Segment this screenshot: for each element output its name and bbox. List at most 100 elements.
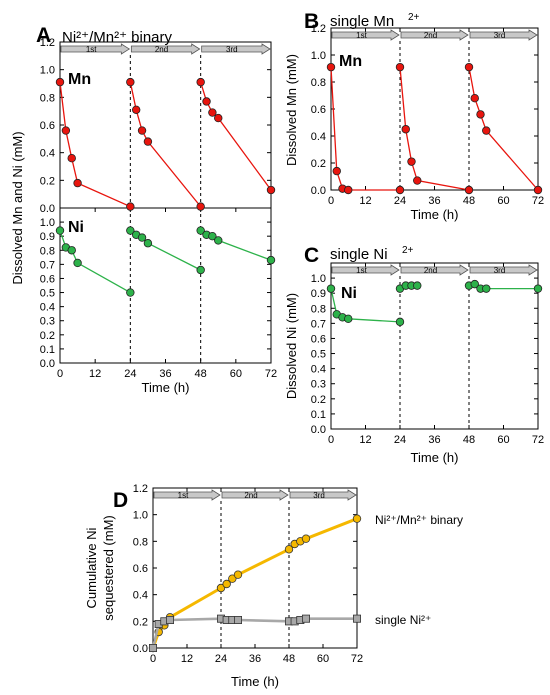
y-tick-label: 0.0 [133, 643, 148, 655]
y-tick-label: 1.0 [311, 50, 326, 62]
plot-frame [330, 262, 539, 430]
y-tick-label: 0.6 [40, 273, 55, 285]
stage-label: 2nd [424, 266, 437, 275]
data-line [468, 67, 539, 191]
x-tick-label: 48 [463, 195, 475, 207]
y-tick-label: 0.1 [311, 409, 326, 421]
data-point [407, 157, 416, 166]
stage-label: 1st [356, 266, 367, 275]
y-tick-label: 0.4 [311, 364, 326, 376]
x-axis-label: Time (h) [411, 207, 459, 222]
x-axis-label: Time (h) [411, 450, 459, 465]
x-tick-label: 0 [150, 653, 156, 665]
panel-title-superscript: 2+ [408, 12, 420, 23]
y-axis-label: Dissolved Mn (mM) [284, 54, 299, 166]
data-point [352, 614, 361, 623]
x-tick-label: 48 [283, 653, 295, 665]
y-tick-label: 0.2 [40, 330, 55, 342]
stage-arrow [469, 264, 538, 276]
y-axis-label: Dissolved Mn and Ni (mM) [10, 131, 25, 284]
series-label: single Ni²⁺ [375, 613, 431, 627]
data-point [533, 284, 543, 293]
data-point [395, 317, 405, 327]
data-point [395, 185, 405, 195]
stage-arrow [289, 489, 357, 501]
data-point [413, 281, 422, 290]
x-tick-label: 12 [89, 368, 101, 380]
x-tick-label: 72 [265, 368, 277, 380]
y-tick-label: 1.0 [40, 217, 55, 229]
data-point [61, 126, 71, 135]
panel-letter: D [113, 489, 128, 512]
x-tick-label: 36 [428, 434, 440, 446]
data-point [202, 97, 211, 106]
stage-arrow [469, 29, 538, 41]
stage-label: 2nd [244, 491, 257, 500]
data-point [464, 62, 474, 72]
data-point [332, 166, 341, 176]
data-point [137, 233, 147, 242]
data-point [233, 570, 243, 579]
y-tick-label: 0.6 [133, 563, 148, 575]
data-point [214, 113, 223, 123]
data-point [476, 110, 485, 119]
x-tick-label: 24 [124, 368, 136, 380]
y-tick-label: 0.1 [40, 344, 55, 356]
data-point [55, 226, 65, 235]
y-axis-label: sequestered (mM) [101, 515, 116, 620]
stage-arrow [201, 43, 271, 55]
data-point [470, 93, 479, 103]
stage-arrow [221, 489, 289, 501]
stage-label: 3rd [494, 31, 506, 40]
y-tick-label: 0.3 [311, 379, 326, 391]
data-point [143, 137, 153, 146]
data-point [344, 185, 353, 195]
data-point [126, 202, 135, 211]
x-tick-label: 48 [195, 368, 207, 380]
panel-title: Ni²⁺/Mn²⁺ binary [62, 29, 173, 46]
data-point [482, 126, 491, 135]
data-point [301, 614, 310, 623]
data-line [399, 67, 470, 191]
data-point [344, 314, 353, 324]
y-tick-label: 1.0 [311, 273, 326, 285]
stage-label: 1st [86, 45, 97, 54]
data-point [222, 579, 231, 589]
stage-label: 3rd [226, 45, 238, 54]
data-point [208, 231, 217, 241]
data-point [137, 126, 147, 135]
y-tick-label: 0.7 [40, 259, 55, 271]
stage-arrow [331, 264, 400, 276]
x-tick-label: 12 [359, 434, 371, 446]
data-point [165, 616, 174, 625]
x-tick-label: 36 [159, 368, 171, 380]
panel-title: single Mn [330, 13, 394, 30]
y-tick-label: 0.2 [311, 158, 326, 170]
data-point [395, 62, 405, 72]
y-tick-label: 0.0 [40, 203, 55, 215]
data-point [301, 534, 311, 543]
element-label: Ni [341, 285, 357, 302]
x-tick-label: 60 [230, 368, 242, 380]
stage-arrow [153, 489, 221, 501]
y-tick-label: 0.8 [40, 245, 55, 257]
y-tick-label: 0.4 [40, 302, 55, 314]
x-tick-label: 72 [351, 653, 363, 665]
data-line [59, 230, 131, 294]
stage-label: 2nd [155, 45, 168, 54]
stage-label: 2nd [424, 31, 437, 40]
y-tick-label: 0.6 [40, 120, 55, 132]
x-tick-label: 0 [328, 195, 334, 207]
x-tick-label: 24 [215, 653, 227, 665]
y-tick-label: 0.8 [40, 92, 55, 104]
data-point [55, 77, 65, 87]
data-point [143, 239, 153, 248]
x-tick-label: 12 [359, 195, 371, 207]
data-line [59, 82, 131, 208]
data-point [233, 616, 242, 625]
y-tick-label: 0.8 [133, 536, 148, 548]
data-point [284, 545, 294, 554]
data-point [266, 255, 276, 265]
panel-title-superscript: 2+ [402, 245, 414, 256]
